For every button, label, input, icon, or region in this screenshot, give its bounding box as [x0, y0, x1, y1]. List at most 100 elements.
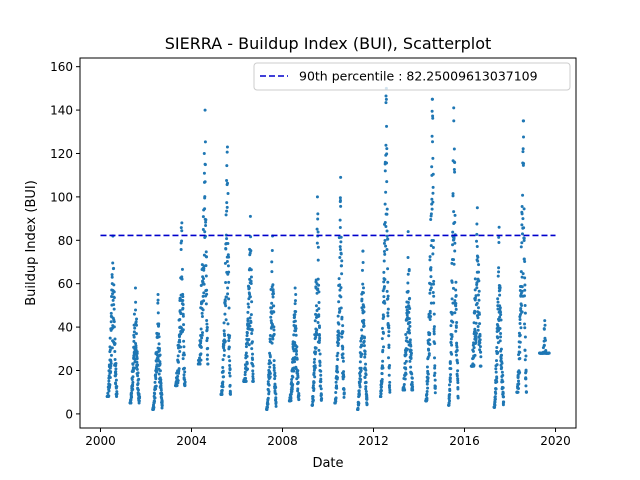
data-point	[406, 281, 410, 285]
data-point	[523, 335, 527, 339]
data-point	[112, 320, 116, 324]
data-point	[478, 322, 482, 326]
data-point	[221, 382, 225, 386]
data-point	[380, 380, 384, 384]
data-point	[314, 346, 318, 350]
data-point	[204, 274, 208, 278]
data-point	[359, 377, 363, 381]
data-point	[362, 305, 366, 309]
data-point	[543, 338, 547, 342]
data-point	[433, 356, 437, 360]
data-point	[497, 329, 501, 333]
data-point	[224, 281, 228, 284]
data-point	[501, 403, 505, 407]
data-point	[473, 309, 477, 313]
data-point	[403, 377, 407, 381]
data-point	[452, 262, 456, 266]
data-point	[316, 321, 320, 325]
data-point	[448, 399, 452, 403]
data-point	[476, 325, 480, 329]
data-point	[338, 309, 342, 313]
data-point	[227, 371, 231, 375]
data-point	[496, 300, 500, 304]
data-point	[271, 283, 275, 287]
data-point	[244, 379, 248, 383]
data-point	[206, 362, 210, 366]
data-point	[317, 348, 321, 352]
data-point	[293, 319, 297, 323]
data-point	[292, 333, 296, 337]
data-point	[311, 395, 315, 399]
data-point	[478, 348, 482, 352]
data-point	[337, 277, 341, 281]
data-point	[450, 297, 454, 301]
data-point	[431, 140, 435, 144]
data-point	[542, 327, 546, 331]
data-point	[519, 294, 523, 298]
data-point	[452, 168, 456, 172]
data-point	[203, 140, 207, 144]
data-point	[337, 322, 341, 326]
data-point	[408, 296, 412, 300]
data-point	[386, 294, 390, 298]
data-point	[520, 232, 524, 236]
data-point	[176, 374, 180, 378]
data-point	[311, 398, 315, 402]
data-point	[250, 340, 254, 344]
data-point	[521, 272, 525, 276]
data-point	[362, 318, 366, 322]
data-point	[131, 380, 135, 384]
data-point	[473, 277, 477, 281]
data-point	[426, 379, 430, 383]
data-point	[428, 258, 432, 262]
data-point	[154, 375, 158, 379]
y-tick-label: 100	[50, 190, 73, 204]
data-point	[292, 349, 296, 353]
data-point	[250, 328, 254, 332]
data-point	[497, 225, 501, 229]
data-point	[500, 353, 504, 357]
data-point	[543, 319, 547, 323]
data-point	[154, 373, 158, 377]
data-point	[268, 372, 272, 376]
data-point	[473, 288, 477, 292]
data-point	[430, 207, 434, 211]
data-point	[455, 374, 459, 378]
data-point	[383, 239, 387, 243]
data-point	[517, 353, 521, 357]
data-point	[478, 338, 482, 342]
data-point	[289, 396, 293, 400]
data-point	[456, 396, 460, 400]
data-point	[130, 391, 134, 395]
data-point	[179, 226, 183, 230]
data-point	[226, 286, 230, 290]
y-axis: 0 20 40 60 80 100 120 140 160	[50, 60, 80, 421]
data-point	[361, 291, 365, 295]
data-point	[341, 352, 345, 356]
data-point	[362, 339, 366, 343]
data-point	[430, 109, 434, 113]
data-point	[517, 386, 521, 390]
data-point	[227, 270, 231, 274]
data-point	[432, 327, 436, 331]
data-point	[270, 248, 274, 252]
data-point	[244, 345, 248, 349]
data-point	[428, 291, 432, 295]
data-point	[228, 334, 232, 338]
data-point	[405, 336, 409, 340]
data-point	[474, 338, 478, 342]
data-point	[451, 194, 455, 198]
data-point	[499, 331, 503, 335]
data-point	[451, 230, 455, 234]
data-point	[272, 359, 276, 363]
data-point	[133, 366, 137, 370]
data-point	[157, 332, 161, 336]
data-point	[272, 366, 276, 370]
data-point	[433, 364, 437, 368]
data-point	[385, 161, 389, 165]
data-point	[135, 367, 139, 371]
data-point	[495, 345, 499, 349]
x-tick-label: 2000	[85, 434, 116, 448]
data-point	[493, 403, 497, 407]
